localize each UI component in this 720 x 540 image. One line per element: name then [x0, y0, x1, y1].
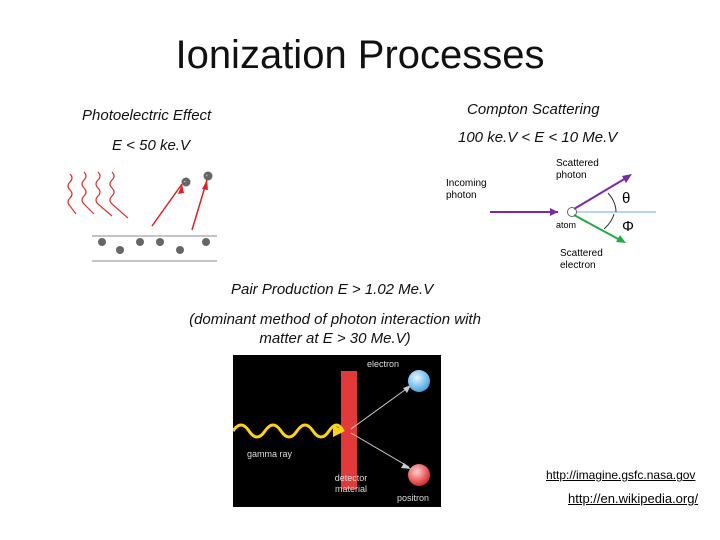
pair-production-note: (dominant method of photon interaction w… — [189, 311, 481, 347]
svg-text:-: - — [184, 179, 187, 186]
photoelectric-diagram: - - — [67, 171, 217, 262]
electron-icon — [408, 370, 430, 392]
pair-production-diagram: electron gamma ray detector material pos… — [233, 355, 441, 507]
incoming-photon-label: Incoming photon — [446, 178, 487, 201]
detector-block — [341, 371, 357, 489]
compton-condition: 100 ke.V < E < 10 Me.V — [458, 129, 618, 146]
positron-icon — [408, 464, 430, 486]
link-wikipedia[interactable]: http://en.wikipedia.org/ — [568, 491, 699, 506]
scattered-electron-label: Scattered electron — [560, 248, 603, 271]
slide-title: Ionization Processes — [175, 33, 545, 77]
scattered-photon-label: Scattered photon — [556, 158, 599, 181]
svg-text:-: - — [206, 173, 209, 180]
link-nasa[interactable]: http://imagine.gsfc.nasa.gov — [546, 468, 696, 482]
compton-heading: Compton Scattering — [467, 101, 600, 118]
ejected-electron-icon — [181, 177, 191, 187]
photoelectric-heading: Photoelectric Effect — [82, 107, 212, 124]
atom-label: atom — [556, 220, 577, 230]
pair-production-heading: Pair Production E > 1.02 Me.V — [231, 281, 434, 298]
theta-symbol: θ — [622, 190, 631, 207]
positron-label: positron — [397, 493, 430, 503]
atom-icon — [567, 207, 577, 217]
ejected-electron-icon — [203, 171, 213, 181]
compton-diagram: Incoming photon Scattered photon atom Sc… — [446, 156, 658, 271]
detector-material-label: detector material — [334, 473, 368, 494]
phi-symbol: Φ — [622, 218, 634, 235]
photoelectric-condition: E < 50 ke.V — [112, 137, 190, 154]
gamma-ray-label: gamma ray — [247, 449, 293, 459]
electron-label: electron — [367, 359, 400, 369]
